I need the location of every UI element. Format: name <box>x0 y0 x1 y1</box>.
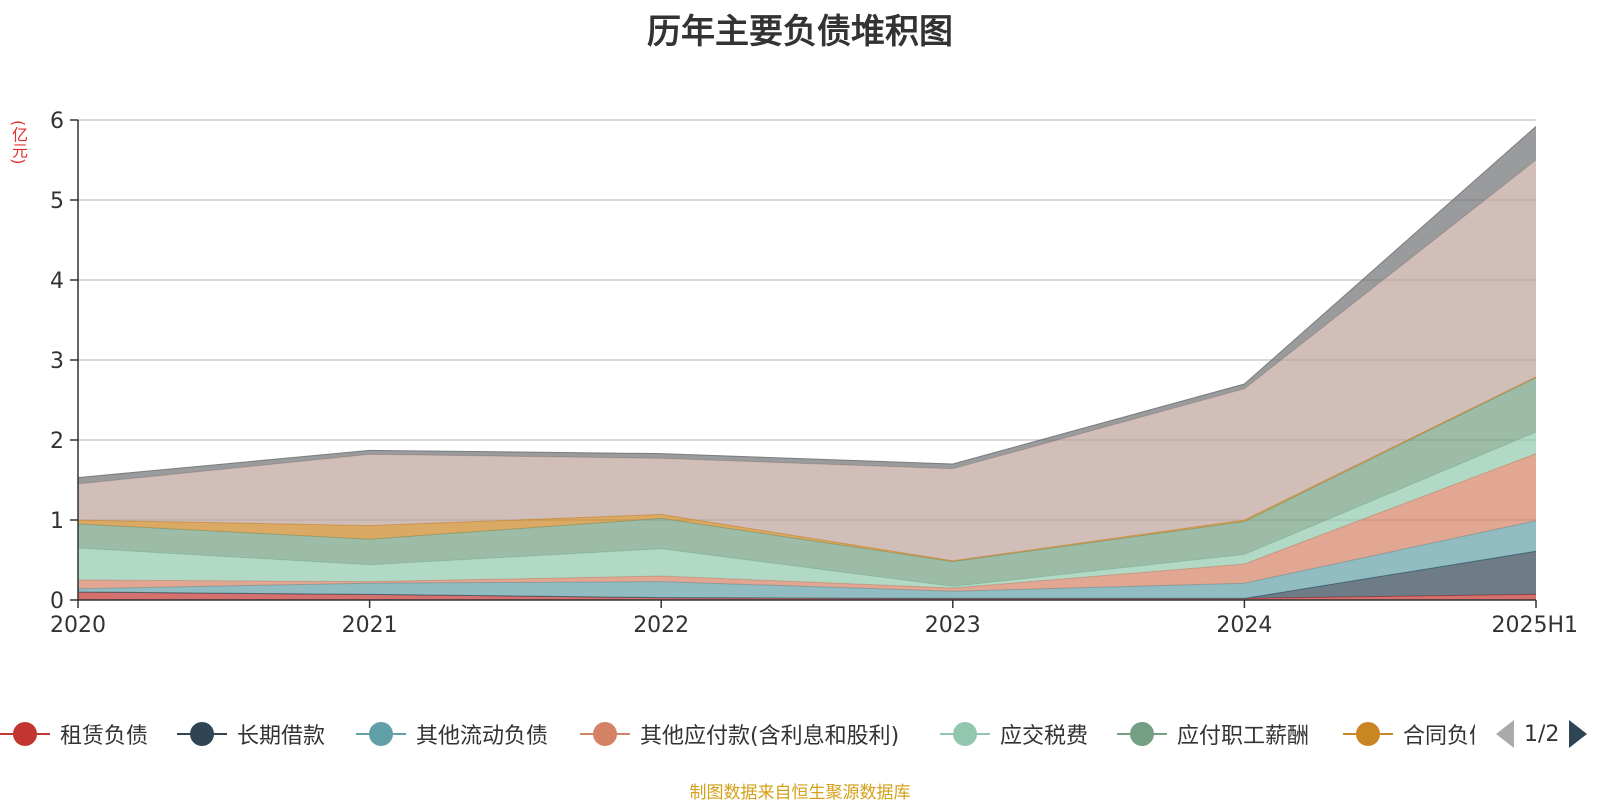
area-series-7 <box>78 160 1536 561</box>
series-line-8 <box>77 126 1537 479</box>
legend-item[interactable]: 租赁负债 <box>0 716 148 752</box>
legend-item[interactable]: 应交税费 <box>940 716 1088 752</box>
legend-pager: 1/2 <box>1496 716 1588 752</box>
legend-label: 租赁负债 <box>60 724 149 749</box>
area-series-0 <box>78 592 1536 600</box>
legend-item[interactable]: 应付职工薪酬 <box>1117 716 1309 752</box>
legend-label: 应付职工薪酬 <box>1177 724 1310 749</box>
y-tick-label: 6 <box>50 109 64 134</box>
stacked-area-chart: 0 1 2 3 4 5 6 2020 2021 2022 2023 2024 2025H1 <box>50 109 1578 638</box>
legend-marker-icon <box>356 716 406 752</box>
y-tick-label: 0 <box>50 589 64 614</box>
y-tick-label: 1 <box>50 509 64 534</box>
area-series-4 <box>78 432 1536 588</box>
legend-label: 其他应付款(含利息和股利) <box>640 724 900 749</box>
legend-prev-page-icon[interactable] <box>1496 720 1514 748</box>
y-tick-label: 5 <box>50 189 64 214</box>
area-series-1 <box>78 551 1536 599</box>
x-tick-label: 2023 <box>925 613 981 638</box>
area-series-2 <box>78 520 1536 599</box>
y-tick-label: 2 <box>50 429 64 454</box>
x-tick-label: 2022 <box>633 613 689 638</box>
x-tick-label: 2025H1 <box>1491 613 1578 638</box>
x-tick-label: 2024 <box>1216 613 1272 638</box>
legend-marker-icon <box>1343 716 1393 752</box>
x-tick-label: 2020 <box>50 613 106 638</box>
legend-label: 应交税费 <box>1000 724 1089 749</box>
y-axis-unit-label: (亿元) <box>9 120 28 165</box>
legend-item[interactable]: 合同负债 <box>1343 716 1475 752</box>
legend-item[interactable]: 长期借款 <box>177 716 325 752</box>
legend-label: 长期借款 <box>237 724 326 749</box>
legend-marker-icon <box>177 716 227 752</box>
legend-item[interactable]: 其他应付款(含利息和股利) <box>580 716 899 752</box>
x-tick-label: 2021 <box>342 613 398 638</box>
legend-marker-icon <box>1117 716 1167 752</box>
legend-marker-icon <box>0 716 50 752</box>
chart-title: 历年主要负债堆积图 <box>647 12 953 52</box>
legend-label: 其他流动负债 <box>416 724 549 749</box>
y-tick-label: 3 <box>50 349 64 374</box>
legend: 租赁负债 长期借款 其他流动负债 其他应付款(含利息和股利) 应交税费 应付职工薪酬 合同负… <box>0 716 1475 752</box>
legend-next-page-icon[interactable] <box>1569 720 1588 748</box>
legend-marker-icon <box>940 716 990 752</box>
legend-marker-icon <box>580 716 630 752</box>
legend-page-indicator: 1/2 <box>1524 721 1560 747</box>
y-tick-label: 4 <box>50 269 64 294</box>
legend-label: 合同负债 <box>1403 724 1475 749</box>
source-note: 制图数据来自恒生聚源数据库 <box>689 783 911 803</box>
legend-item[interactable]: 其他流动负债 <box>356 716 548 752</box>
